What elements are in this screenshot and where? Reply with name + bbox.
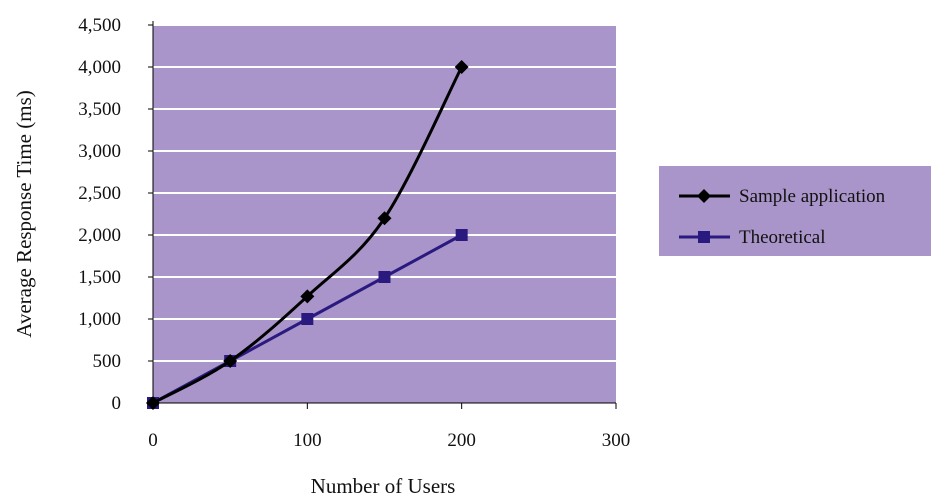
- x-tick-label: 100: [293, 430, 322, 451]
- y-tick-label: 3,500: [78, 99, 121, 120]
- x-tick-labels: 0 100 200 300: [148, 430, 630, 451]
- data-point: [300, 289, 315, 304]
- series-0: [146, 60, 469, 410]
- legend-marker: [697, 189, 711, 203]
- x-axis-title: Number of Users: [311, 474, 456, 498]
- legend-label: Theoretical: [739, 227, 826, 248]
- y-tick-label: 500: [93, 351, 122, 372]
- legend-item: Theoretical: [679, 227, 826, 248]
- data-point: [455, 229, 468, 241]
- legend-marker: [698, 231, 710, 243]
- y-tick-label: 2,500: [78, 183, 121, 204]
- y-axis-title: Average Response Time (ms): [12, 90, 36, 338]
- y-tick-label: 4,000: [78, 57, 121, 78]
- legend: Sample application Theoretical: [659, 166, 931, 256]
- legend-item: Sample application: [679, 186, 886, 207]
- y-tick-label: 2,000: [78, 225, 121, 246]
- data-point: [223, 354, 238, 368]
- series: [146, 60, 469, 410]
- data-point: [377, 211, 392, 226]
- y-tick-label: 1,000: [78, 309, 121, 330]
- data-point: [301, 313, 314, 325]
- data-point: [146, 396, 160, 410]
- x-tick-label: 0: [148, 430, 158, 451]
- y-tick-label: 4,500: [78, 15, 121, 36]
- x-tick-label: 200: [447, 430, 476, 451]
- legend-label: Sample application: [739, 186, 886, 207]
- x-tick-label: 300: [602, 430, 631, 451]
- data-point: [378, 271, 391, 283]
- data-point: [454, 60, 469, 74]
- y-tick-label: 1,500: [78, 267, 121, 288]
- y-tick-labels: 0 500 1,000 1,500 2,000 2,500 3,000 3,500 4,000 4…: [78, 15, 121, 414]
- y-tick-label: 0: [112, 393, 122, 414]
- y-tick-label: 3,000: [78, 141, 121, 162]
- series-line: [152, 66, 464, 405]
